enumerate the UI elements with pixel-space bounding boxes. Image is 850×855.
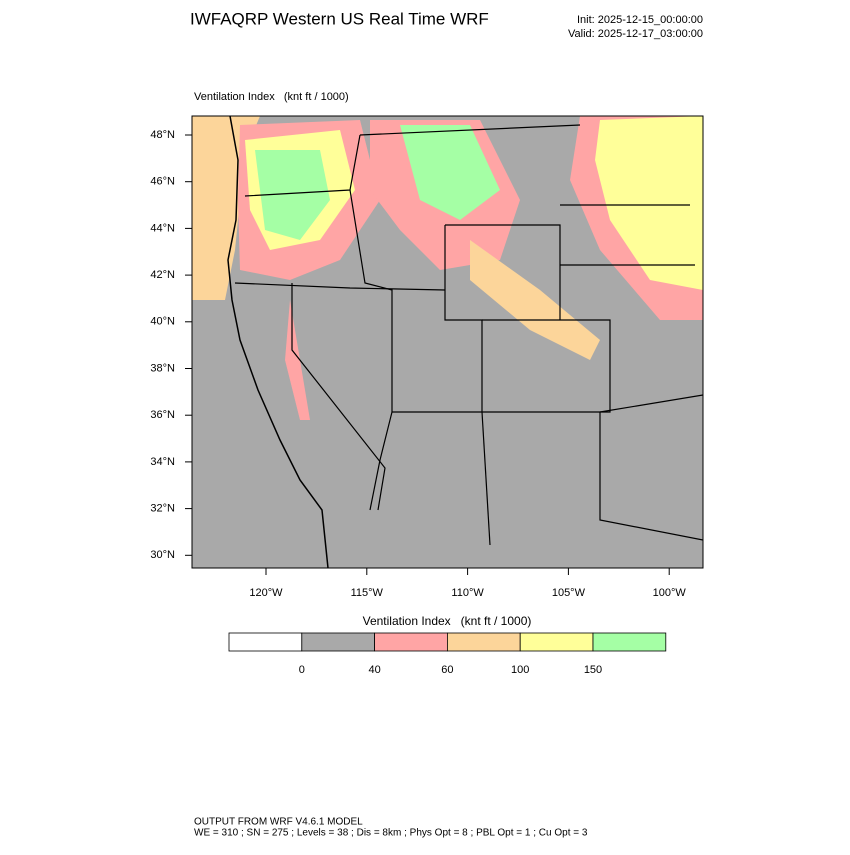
lon-label: 115°W: [351, 587, 384, 599]
colorbar-tick-label: 150: [584, 664, 602, 676]
lat-label: 44°N: [150, 222, 175, 234]
map-frame: [191, 115, 704, 569]
colorbar-box: [519, 632, 594, 652]
colorbar-tick-label: 60: [441, 664, 453, 676]
lat-label: 40°N: [150, 316, 175, 328]
lat-label: 32°N: [150, 503, 175, 515]
colorbar-tick-label: 0: [299, 664, 305, 676]
map-label: Ventilation Index (knt ft / 1000): [194, 91, 349, 103]
lat-label: 46°N: [150, 176, 175, 188]
colorbar-box: [228, 632, 303, 652]
lat-label: 48°N: [150, 129, 175, 141]
coastline: [227, 116, 329, 568]
state-borders: [234, 124, 703, 546]
map: [191, 115, 704, 569]
field-region: [400, 125, 500, 220]
footer-line: WE = 310 ; SN = 275 ; Levels = 38 ; Dis …: [194, 828, 588, 839]
colorbar-box: [446, 632, 521, 652]
field-region: [470, 240, 600, 360]
lon-label: 100°W: [653, 587, 687, 599]
lon-label: 110°W: [451, 587, 484, 599]
lat-label: 30°N: [150, 549, 175, 561]
colorbar-tick-label: 100: [511, 664, 529, 676]
colorbar-box: [592, 632, 667, 652]
lat-label: 34°N: [150, 456, 175, 468]
field-region: [595, 116, 703, 290]
footer-line: OUTPUT FROM WRF V4.6.1 MODEL: [194, 817, 363, 828]
lat-label: 38°N: [150, 362, 175, 374]
lat-label: 42°N: [150, 269, 175, 281]
valid-time: Valid: 2025-12-17_03:00:00: [568, 28, 703, 40]
title: IWFAQRP Western US Real Time WRF: [190, 9, 489, 28]
lon-label: 120°W: [249, 587, 283, 599]
field-region: [285, 300, 310, 420]
lon-label: 105°W: [552, 587, 586, 599]
colorbar-title: Ventilation Index (knt ft / 1000): [363, 614, 532, 628]
lat-label: 36°N: [150, 409, 175, 421]
init-time: Init: 2025-12-15_00:00:00: [577, 14, 703, 26]
colorbar-box: [301, 632, 375, 652]
field-region: [255, 150, 330, 240]
colorbar-box: [374, 632, 448, 652]
colorbar-tick-label: 40: [368, 664, 380, 676]
